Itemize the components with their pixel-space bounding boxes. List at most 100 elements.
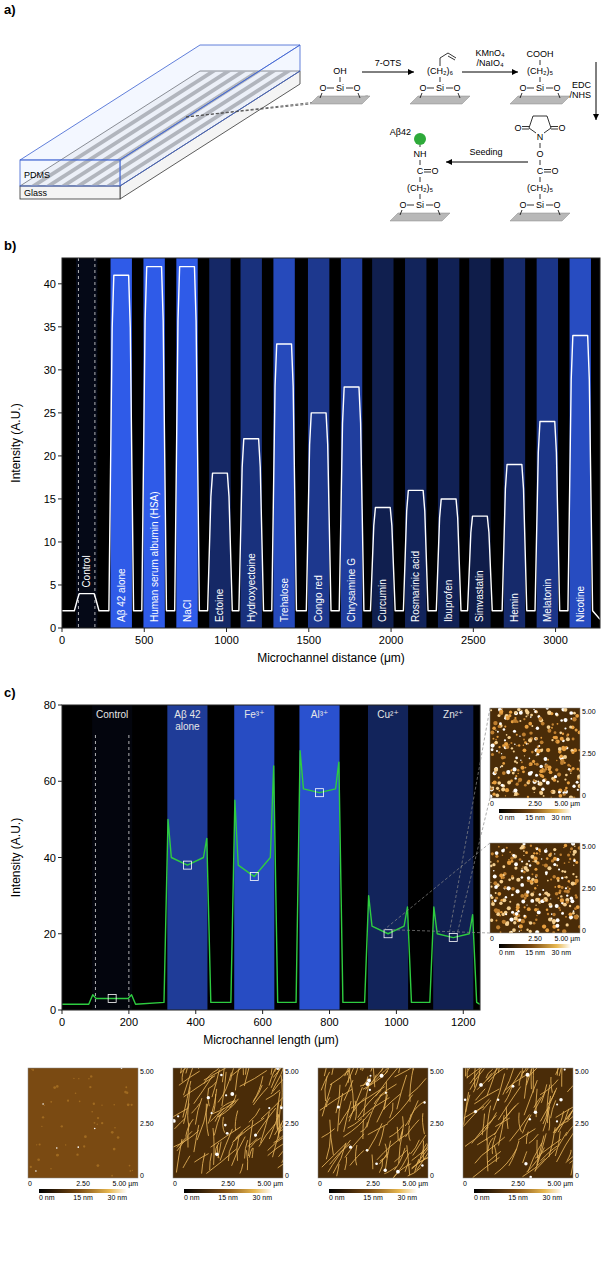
afm-frame	[463, 1068, 573, 1178]
afm-grain	[535, 737, 538, 740]
afm-x-label: 5.00 µm	[258, 1180, 284, 1188]
afm-grain	[538, 782, 542, 786]
afm-grain	[558, 907, 560, 909]
afm-grain	[521, 900, 525, 904]
afm-grain	[507, 781, 511, 785]
afm-grain	[530, 899, 534, 903]
afm-colorbar-label: 0 nm	[474, 1194, 490, 1201]
afm-grain	[564, 762, 566, 764]
afm-grain	[536, 763, 539, 766]
afm-fibril	[543, 1107, 550, 1132]
afm-fibril	[374, 1092, 388, 1104]
afm-grain	[514, 795, 515, 796]
afm-fibril	[214, 1094, 216, 1112]
intensity-line	[62, 267, 600, 620]
reagent-label: /NHS	[569, 90, 591, 100]
afm-fibril	[422, 1140, 428, 1154]
afm-grain	[556, 918, 560, 922]
afm-grain	[132, 1170, 133, 1171]
plot-marks	[62, 705, 480, 1010]
afm-grain	[496, 750, 498, 752]
surface-structure: OHSiOO	[310, 66, 370, 104]
chem-atom: O	[353, 83, 360, 93]
afm-grain	[575, 876, 577, 878]
afm-grain	[370, 1075, 372, 1077]
afm-grain	[224, 1124, 227, 1127]
panel-label: b)	[4, 238, 16, 253]
afm-grain	[534, 908, 538, 912]
afm-grain	[544, 892, 546, 894]
afm-grain	[516, 905, 520, 909]
afm-fibril	[206, 1149, 236, 1174]
afm-grain	[529, 1118, 531, 1120]
afm-grain	[570, 899, 574, 903]
afm-texture	[318, 1068, 428, 1178]
afm-grain	[558, 791, 561, 794]
bond	[320, 93, 322, 98]
afm-colorbar-label: 30 nm	[552, 949, 572, 956]
afm-fibril	[220, 1129, 232, 1161]
channel-label: Ectoine	[214, 588, 225, 622]
zoom-line	[186, 104, 310, 117]
afm-grain	[547, 880, 549, 882]
plot-background	[62, 258, 600, 628]
afm-fibril	[407, 1145, 410, 1175]
afm-grain	[545, 768, 548, 771]
afm-grain	[521, 868, 523, 870]
afm-grain	[493, 870, 495, 872]
afm-grain	[536, 847, 539, 850]
afm-grain	[539, 791, 543, 795]
bond	[544, 169, 551, 170]
afm-image: 02.505.00 µm02.505.000 nm15 nm30 nm	[463, 1039, 599, 1202]
afm-grain	[559, 909, 561, 911]
afm-grain	[526, 928, 528, 930]
afm-fibril	[423, 1141, 424, 1161]
afm-grain	[523, 871, 525, 873]
channel-band	[368, 705, 408, 1010]
afm-grain	[56, 1085, 59, 1088]
afm-grain	[505, 795, 506, 796]
afm-grain	[510, 769, 512, 771]
afm-grain	[385, 1092, 387, 1094]
afm-grain	[493, 875, 497, 879]
afm-fibril	[551, 1100, 556, 1118]
afm-fibril	[322, 1129, 335, 1138]
afm-grain	[529, 758, 531, 760]
afm-grain	[534, 1111, 538, 1115]
x-tick	[463, 1010, 464, 1014]
afm-fibril	[523, 1068, 529, 1073]
afm-fibril	[204, 1069, 218, 1083]
afm-fibril	[566, 1121, 574, 1137]
afm-grain	[524, 866, 528, 870]
afm-grain	[511, 931, 512, 932]
afm-grain	[497, 1099, 499, 1101]
afm-grain	[545, 928, 549, 932]
y-axis-title: Intensity (A.U.)	[9, 818, 23, 897]
bond	[424, 172, 431, 173]
afm-fibril	[274, 1124, 284, 1143]
afm-fibril	[415, 1159, 419, 1173]
chem-group: (CH₂)₅	[527, 183, 553, 193]
pdms-block	[20, 45, 300, 186]
afm-fibril	[381, 1068, 386, 1072]
afm-fibril	[330, 1070, 349, 1085]
afm-grain	[501, 765, 503, 767]
afm-grain	[560, 895, 562, 897]
afm-fibril	[194, 1125, 199, 1152]
afm-colorbar-label: 0 nm	[499, 814, 515, 821]
y-tick-label: 25	[44, 407, 56, 419]
afm-grain	[494, 741, 497, 744]
channel-band	[143, 258, 164, 628]
afm-region-box	[449, 934, 457, 942]
bond	[440, 53, 448, 58]
pdms-block-side	[120, 45, 300, 186]
afm-grain	[527, 907, 531, 911]
afm-grain	[523, 915, 527, 919]
channel-label: Congo red	[313, 575, 324, 622]
channel-band	[372, 258, 393, 628]
afm-grain	[530, 893, 534, 897]
afm-grain	[523, 744, 524, 745]
afm-y-label: 2.50	[582, 750, 596, 757]
afm-grain	[519, 924, 523, 928]
afm-fibril	[483, 1100, 491, 1110]
